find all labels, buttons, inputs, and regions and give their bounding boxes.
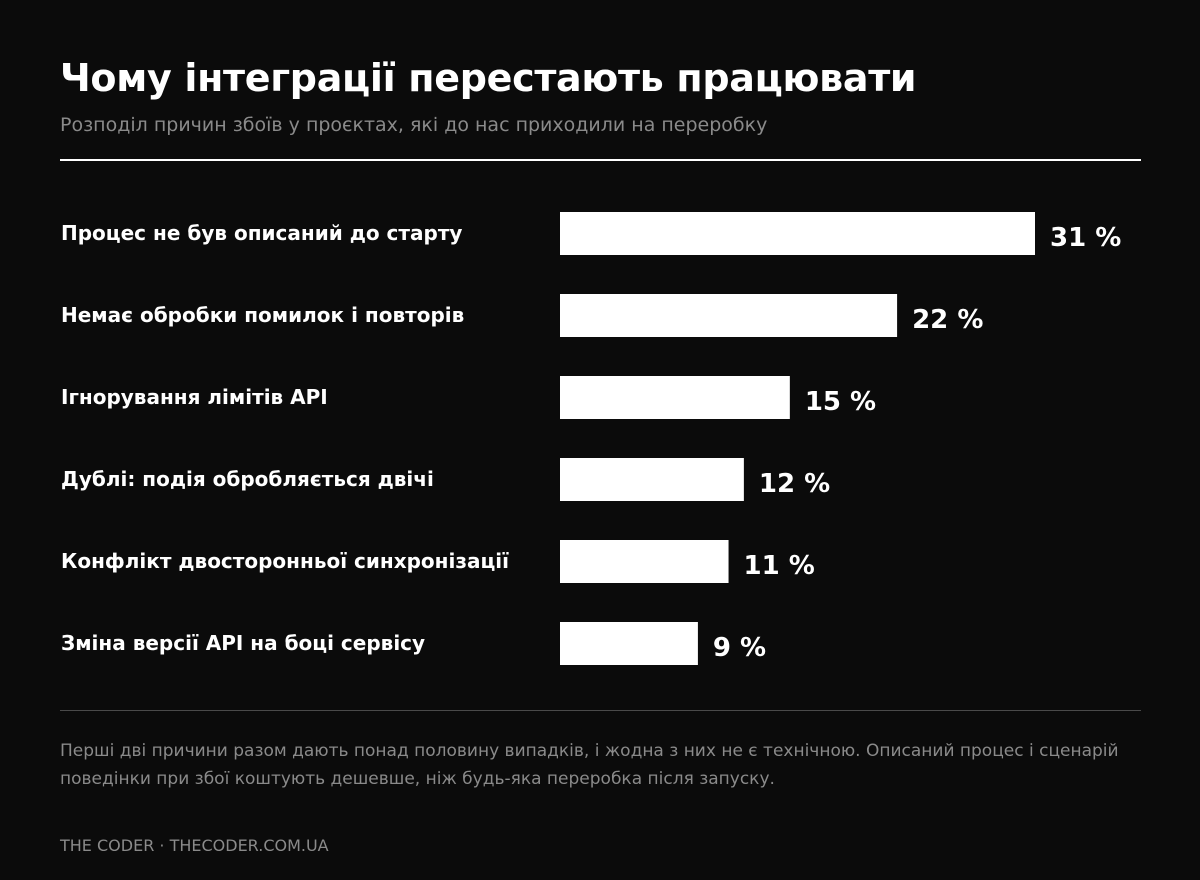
- bar: [560, 294, 898, 337]
- value-label: 15 %: [805, 387, 876, 417]
- chart-subtitle: Розподіл причин збоїв у проєктах, які до…: [60, 114, 768, 136]
- bar-chart: Процес не був описаний до старту 31 % Нема…: [61, 212, 1121, 665]
- value-label: 11 %: [744, 551, 815, 581]
- chart-note: Перші дві причини разом дають понад поло…: [60, 741, 1119, 789]
- footer-credit: THE CODER · THECODER.COM.UA: [60, 836, 329, 855]
- category-label: Процес не був описаний до старту: [61, 221, 462, 245]
- value-label: 22 %: [912, 305, 983, 335]
- bar: [560, 376, 790, 419]
- bar: [560, 458, 744, 501]
- bar: [560, 212, 1035, 255]
- footer-divider: [60, 710, 1141, 711]
- bar: [560, 622, 698, 665]
- header-divider: [60, 159, 1141, 161]
- category-label: Дублі: подія обробляється двічі: [61, 467, 434, 491]
- chart-title: Чому інтеграції перестають працювати: [60, 56, 917, 100]
- category-label: Зміна версії API на боці сервісу: [61, 631, 425, 655]
- category-label: Немає обробки помилок і повторів: [61, 303, 464, 327]
- bar: [560, 540, 729, 583]
- category-label: Конфлікт двосторонньої синхронізації: [61, 549, 509, 573]
- value-label: 9 %: [713, 633, 766, 663]
- value-label: 12 %: [759, 469, 830, 499]
- category-label: Ігнорування лімітів API: [61, 385, 328, 409]
- value-label: 31 %: [1050, 223, 1121, 253]
